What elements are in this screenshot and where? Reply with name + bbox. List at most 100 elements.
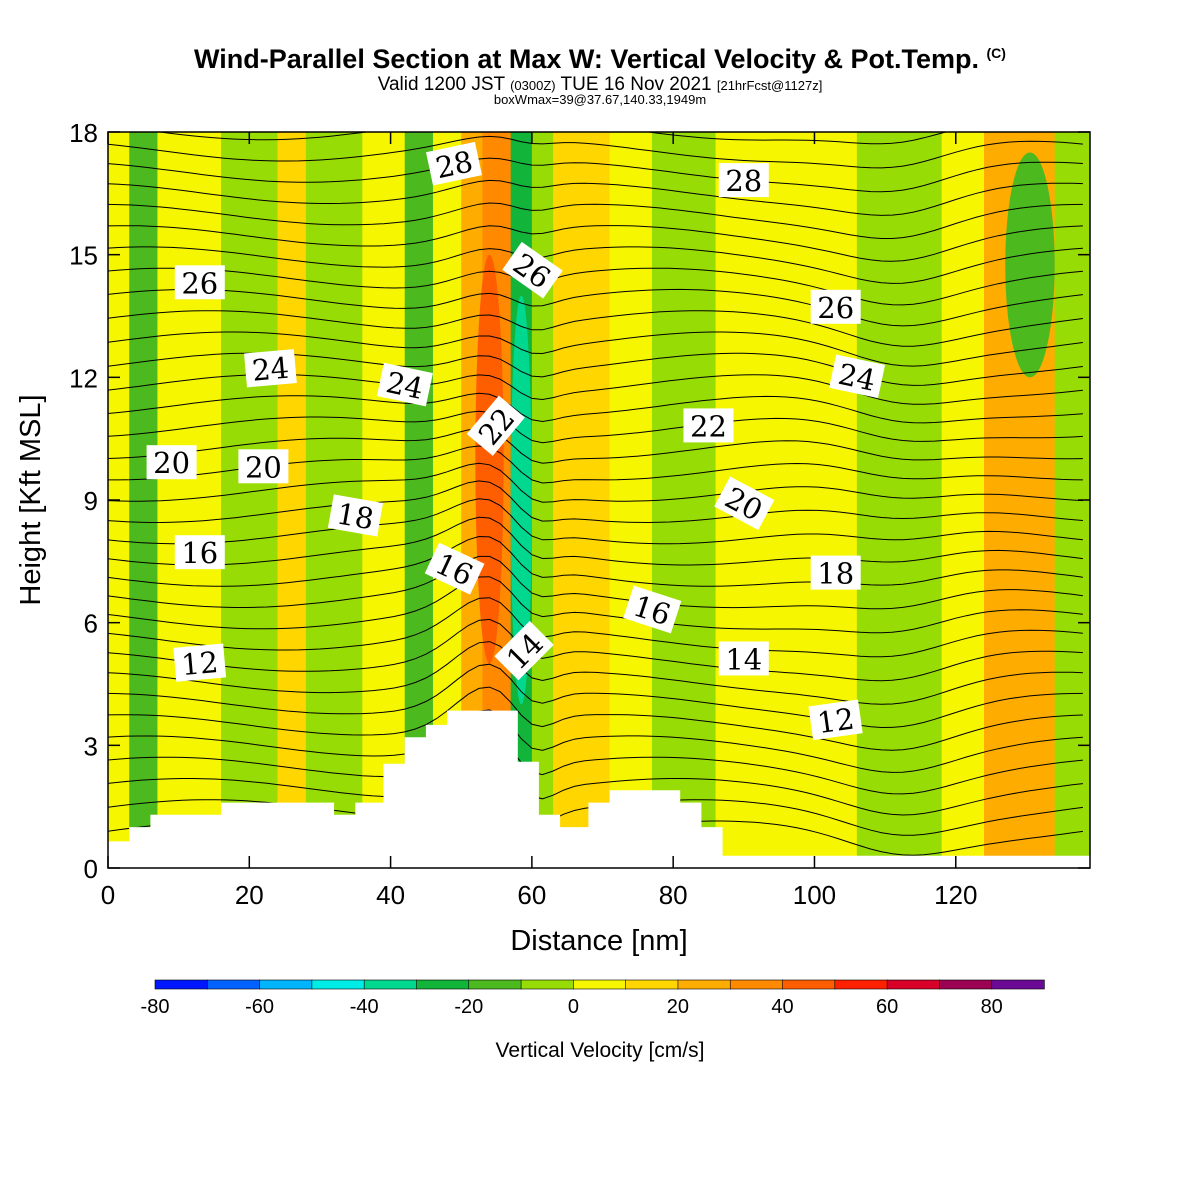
contour-label-box [810, 289, 861, 324]
isentrope-line [108, 754, 1083, 816]
colorbar-tick-label: -80 [141, 996, 170, 1018]
colorbar-tick-label: 60 [876, 996, 898, 1018]
colorbar: -80 -60 -40 -20 0 20 40 60 80 [141, 979, 1045, 1018]
x-tick-label: 0 [101, 880, 115, 910]
title-text: Wind-Parallel Section at Max W: Vertical… [194, 44, 979, 74]
valid-date: TUE 16 Nov 2021 [560, 74, 712, 95]
colorbar-swatch [154, 979, 208, 990]
y-tick-label: 6 [84, 609, 98, 639]
y-tick-label: 0 [84, 854, 98, 884]
velocity-band [941, 132, 985, 868]
contour-label-text: 26 [181, 266, 218, 300]
contour-label: 28 [426, 141, 482, 186]
contour-label-text: 14 [725, 643, 762, 677]
contour-label-text: 18 [817, 557, 854, 591]
contour-label-text: 20 [245, 450, 282, 484]
colorbar-tick-label: 40 [771, 996, 793, 1018]
isentrope-line [108, 392, 1083, 424]
isentrope-line [108, 576, 1083, 634]
x-tick-label: 60 [517, 880, 546, 910]
contour-label-text: 16 [181, 536, 218, 570]
isentrope-line [108, 663, 1083, 729]
colorbar-swatch [625, 979, 679, 990]
x-tick-label: 80 [659, 880, 688, 910]
x-tick-label: 120 [934, 880, 977, 910]
contour-label-box [376, 362, 433, 407]
velocity-band [129, 132, 158, 868]
isentrope-line [108, 157, 1083, 193]
contour-label-box [174, 265, 225, 300]
colorbar-swatch [939, 979, 993, 990]
colorbar-tick-label: 0 [568, 996, 579, 1018]
isentrope-line [156, 132, 948, 145]
isentrope-line [108, 202, 1083, 239]
contour-label: 12 [173, 643, 227, 682]
x-tick-label: 20 [235, 880, 264, 910]
contour-label-box [808, 699, 863, 741]
colorbar-swatch [782, 979, 836, 990]
velocity-band [221, 132, 279, 868]
colorbar-swatch [363, 979, 418, 990]
colorbar-swatch [834, 979, 888, 990]
contour-label-text: 28 [433, 144, 476, 185]
terrain-shape [108, 710, 1090, 868]
contour-label-box [173, 643, 227, 682]
velocity-band [277, 132, 307, 868]
velocity-band [362, 132, 406, 868]
isentrope-line [108, 267, 1083, 306]
box-info: boxWmax=39@37.67,140.33,1949m [493, 92, 707, 107]
isentrope-line [108, 731, 1083, 795]
contour-label-box [426, 141, 482, 186]
x-tick-label: 40 [376, 880, 405, 910]
contour-label: 26 [174, 265, 225, 300]
contour-label: 14 [718, 641, 769, 677]
isentrope-line [108, 597, 1083, 658]
x-axis-label: Distance [nm] [510, 925, 687, 957]
contour-label: 18 [327, 494, 384, 537]
contour-label: 16 [174, 535, 225, 570]
y-tick-label: 9 [84, 486, 98, 516]
y-tick-label: 3 [84, 731, 98, 761]
forecast-info: [21hrFcst@1127z] [716, 78, 823, 93]
contour-label-box [502, 241, 563, 299]
colorbar-tick-label: 80 [981, 996, 1003, 1018]
contour-label-box [424, 542, 485, 595]
velocity-feature-downdraft [510, 295, 532, 705]
colorbar-label: Vertical Velocity [cm/s] [496, 1039, 705, 1062]
isentrope-line [108, 686, 1083, 751]
contour-label-text: 20 [153, 446, 190, 480]
contour-label: 24 [244, 349, 297, 388]
contour-label-box [718, 641, 769, 676]
contour-label-text: 24 [383, 365, 426, 406]
copyright-mark: (C) [986, 45, 1006, 61]
velocity-band [531, 132, 554, 868]
contour-label: 24 [829, 354, 886, 399]
contour-label-text: 22 [690, 409, 727, 443]
contour-label-box [683, 408, 734, 443]
isentrope-line [108, 709, 1083, 773]
contour-label-box [238, 449, 289, 484]
contour-label: 24 [376, 362, 433, 407]
colorbar-tick-label: -60 [245, 996, 274, 1018]
terrain-mask [108, 710, 1090, 868]
isentrope-line [108, 288, 1083, 327]
isentrope-line [108, 480, 1083, 524]
isentrope-line [108, 410, 1083, 444]
colorbar-tick-label: 20 [667, 996, 689, 1018]
contour-label-text: 12 [815, 701, 856, 740]
isentrope-line [108, 331, 1083, 367]
contour-label-box [494, 620, 554, 681]
isentrope-line [108, 225, 1083, 262]
colorbar-swatch [468, 979, 522, 990]
contour-label: 28 [718, 163, 769, 198]
isentrope-line [108, 618, 1083, 682]
contour-label-box [327, 494, 384, 537]
contour-label-box [829, 354, 886, 399]
contour-label-box [623, 585, 682, 634]
contour-label-text: 24 [835, 357, 878, 398]
colorbar-swatch [991, 979, 1045, 990]
x-axis-ticks: 0 20 40 60 80 100 120 [101, 132, 977, 910]
chart-title: Wind-Parallel Section at Max W: Vertical… [0, 44, 1200, 75]
